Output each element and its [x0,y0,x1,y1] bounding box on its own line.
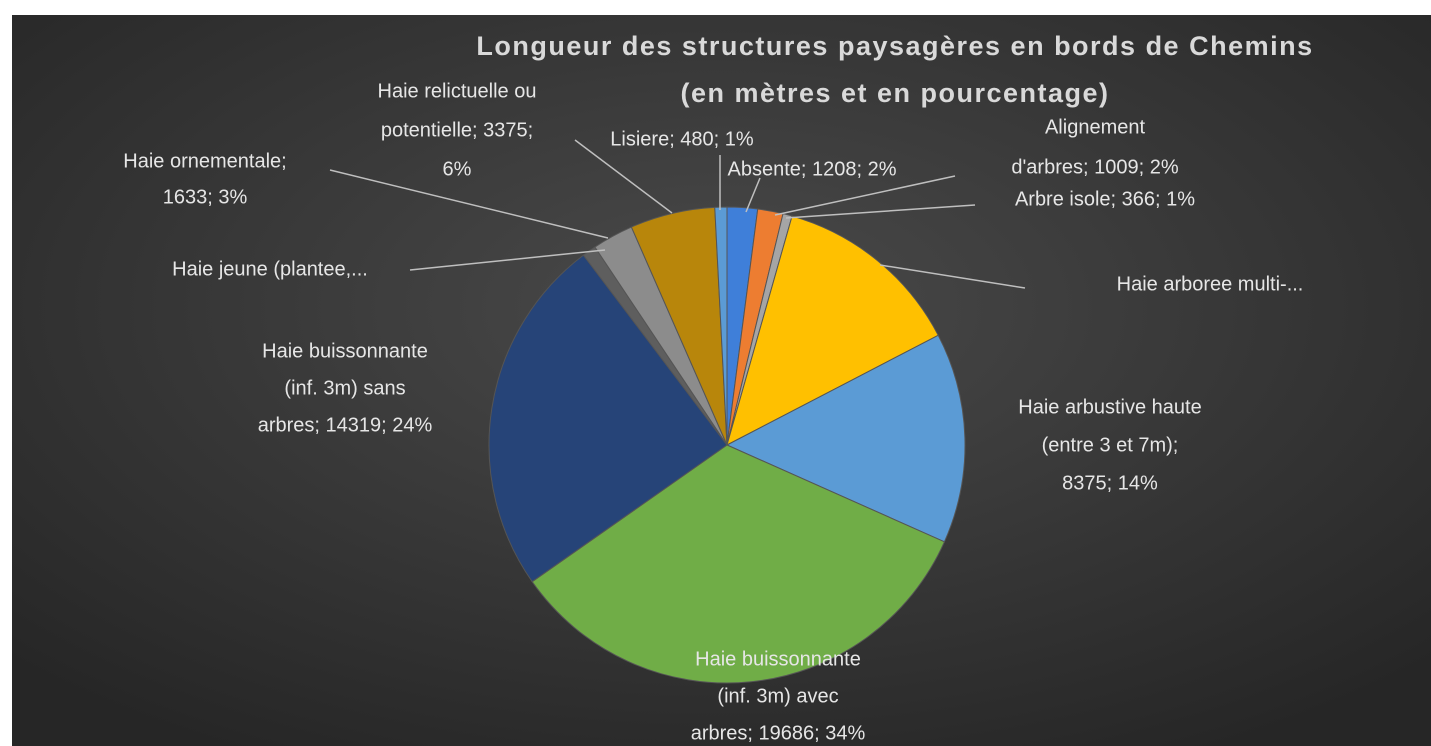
leader-line [329,169,609,239]
data-label: Arbre isole; 366; 1% [1015,188,1195,210]
data-label: (inf. 3m) sans [284,377,405,399]
pie-slice [726,215,939,446]
data-label: d'arbres; 1009; 2% [1011,156,1178,178]
leader-line [774,175,956,216]
data-label: arbres; 19686; 34% [691,722,866,744]
data-label: 6% [443,158,472,180]
data-label: Lisiere; 480; 1% [610,128,754,150]
data-label: 1633; 3% [163,186,248,208]
data-label: 8375; 14% [1062,472,1158,494]
data-label: Haie arboree multi-... [1117,273,1304,295]
data-label: (inf. 3m) avec [717,685,838,707]
data-label: Haie ornementale; [123,150,286,172]
chart-subtitle: (en mètres et en pourcentage) [680,78,1109,108]
leader-line [745,177,761,213]
leader-line [879,264,1026,289]
data-label: Haie arbustive haute [1018,396,1201,418]
leader-line [409,249,606,271]
data-label: Haie buissonnante [262,340,428,362]
data-label: Haie relictuelle ou [378,80,537,102]
data-label: Alignement [1045,116,1146,138]
leader-line [574,139,673,214]
data-label: Haie jeune (plantee,... [172,258,368,280]
pie-slice [725,334,966,543]
data-label: arbres; 14319; 24% [258,414,433,436]
pie-slice [531,444,946,684]
data-label: (entre 3 et 7m); [1042,434,1179,456]
data-label: potentielle; 3375; [381,119,533,141]
data-label: Haie buissonnante [695,648,861,670]
data-label: Absente; 1208; 2% [727,158,896,180]
pie-slice [488,254,728,583]
pie-slice [714,206,728,446]
chart-title: Longueur des structures paysagères en bo… [476,31,1313,61]
leader-line [785,204,976,219]
